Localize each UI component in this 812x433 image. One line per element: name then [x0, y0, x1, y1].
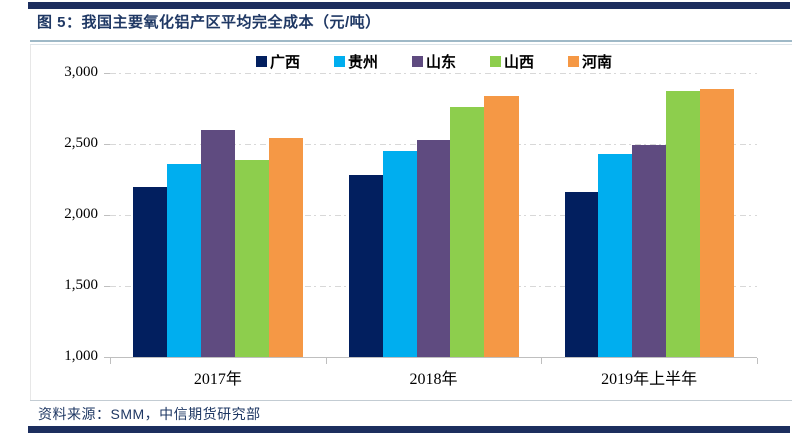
y-axis-label: 1,500 [64, 277, 98, 293]
source-note: 资料来源：SMM，中信期货研究部 [38, 406, 261, 422]
legend-item-3: 山东 [411, 51, 456, 72]
bar-河南-2019年上半年 [699, 88, 735, 357]
legend-item-1: 广西 [255, 51, 300, 72]
bar-山东-2019年上半年 [632, 145, 667, 357]
legend-label: 河南 [582, 53, 613, 71]
legend-swatch-icon [568, 55, 580, 67]
bar-河南-2017年 [268, 138, 303, 357]
x-axis-line [104, 357, 757, 358]
y-axis-label: 1,000 [64, 348, 98, 364]
legend-swatch-icon [411, 55, 423, 67]
x-axis-tick [757, 358, 758, 364]
y-axis-label: 2,000 [64, 206, 98, 222]
bar-山东-2017年 [200, 129, 236, 357]
legend-label: 山西 [504, 53, 535, 71]
frame-left-border [30, 45, 31, 400]
x-axis-label: 2019年上半年 [601, 371, 698, 388]
legend-swatch-icon [490, 55, 501, 67]
bar-山东-2018年 [416, 139, 451, 357]
bar-山西-2019年上半年 [666, 91, 701, 357]
bar-广西-2017年 [133, 186, 168, 357]
bar-贵州-2019年上半年 [598, 153, 633, 357]
legend-swatch-icon [255, 55, 267, 67]
y-axis-tick [104, 144, 110, 145]
legend-label: 山东 [425, 53, 456, 71]
bar-山西-2017年 [234, 159, 270, 357]
legend-swatch-icon [333, 55, 345, 67]
legend-item-4: 山西 [490, 51, 534, 72]
bar-山西-2018年 [450, 107, 485, 357]
source-divider [30, 400, 792, 401]
x-axis-tick [110, 358, 111, 364]
title-divider-light [30, 44, 792, 45]
x-axis-label: 2017年 [193, 371, 242, 388]
y-axis-label: 2,500 [64, 135, 98, 151]
bottom-accent-bar [28, 426, 790, 433]
gridline [110, 73, 757, 74]
bar-河南-2018年 [484, 95, 519, 357]
bar-贵州-2018年 [382, 151, 418, 357]
x-axis-tick [325, 358, 327, 364]
bar-广西-2018年 [348, 175, 384, 357]
top-accent-bar [28, 2, 790, 9]
legend-item-5: 河南 [568, 51, 612, 72]
x-axis-label: 2018年 [409, 371, 458, 388]
y-axis-tick [104, 73, 110, 74]
legend-label: 广西 [269, 53, 300, 71]
chart-legend: 广西 贵州 山东 山西 河南 [110, 51, 758, 71]
y-axis-tick [104, 215, 110, 216]
y-axis-tick [104, 286, 110, 287]
y-axis-label: 3,000 [64, 64, 98, 80]
chart-title: 图 5：我国主要氧化铝产区平均完全成本（元/吨） [37, 14, 381, 31]
legend-label: 贵州 [347, 53, 378, 71]
title-divider [30, 40, 792, 42]
bar-贵州-2017年 [167, 163, 202, 357]
bar-广西-2019年上半年 [564, 192, 599, 357]
x-axis-tick [541, 358, 543, 364]
legend-item-2: 贵州 [333, 51, 378, 72]
